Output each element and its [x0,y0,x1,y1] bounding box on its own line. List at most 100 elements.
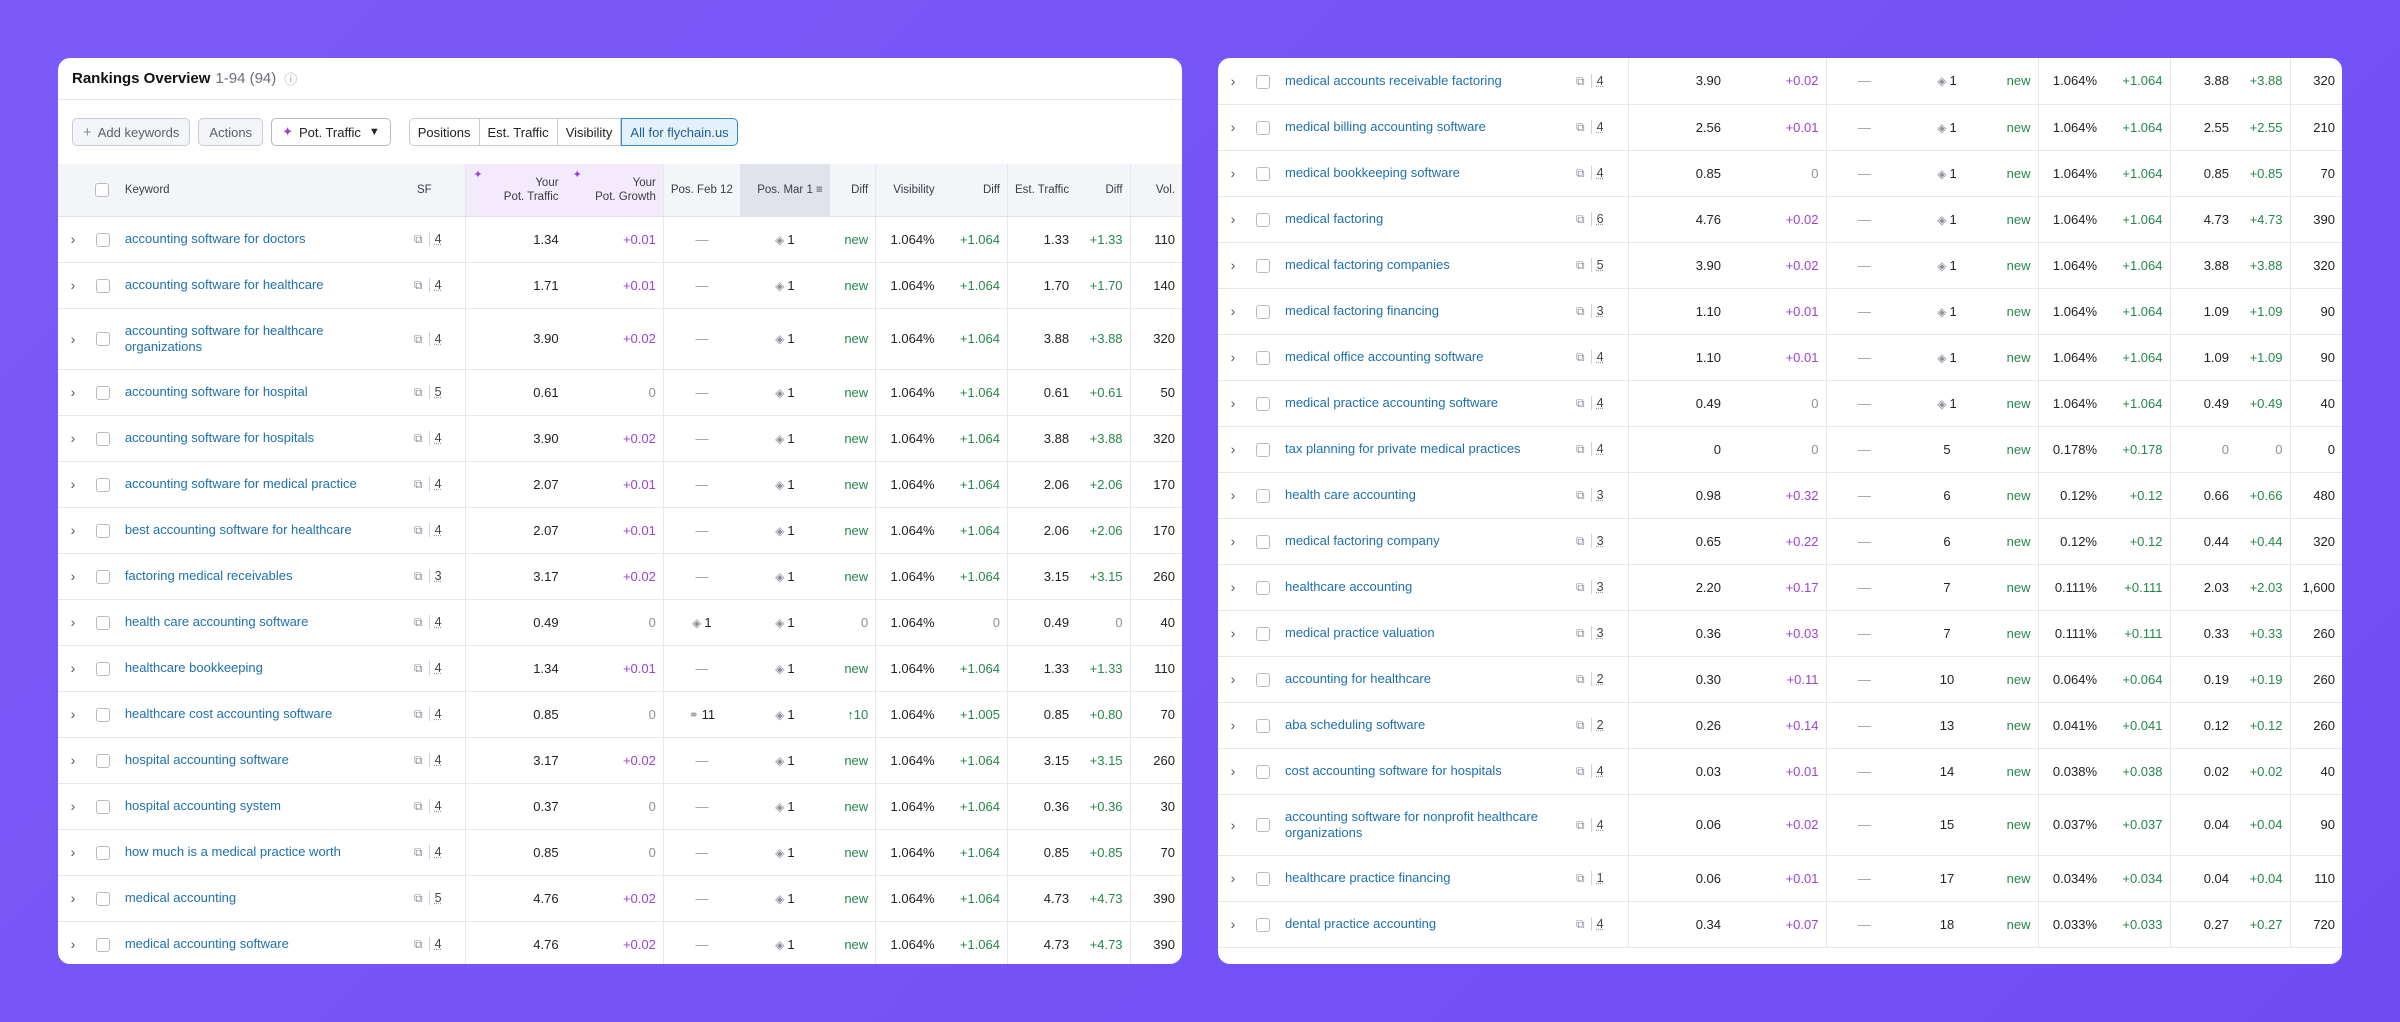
keyword-link[interactable]: accounting software for hospital [124,384,308,399]
keyword-cell[interactable]: accounting software for doctors [117,216,410,263]
row-select-cell[interactable] [87,216,118,263]
expand-row-icon[interactable]: › [58,921,88,964]
row-select-cell[interactable] [1248,656,1278,703]
keyword-cell[interactable]: medical factoring company [1278,518,1572,565]
serp-features-icon[interactable]: ⧉ [414,477,423,491]
keyword-cell[interactable]: healthcare accounting [1278,564,1572,611]
sf-count[interactable]: 4 [428,845,442,859]
table-row[interactable]: › medical accounts receivable factoring ⧉ 4… [1218,58,2342,105]
select-all-checkbox[interactable] [94,182,109,197]
table-row[interactable]: › medical practice valuation ⧉ 3 0.36 +0.03—7… [1218,610,2342,657]
row-select-cell[interactable] [87,507,118,554]
sf-count[interactable]: 4 [428,331,442,346]
table-row[interactable]: › factoring medical receivables ⧉ 3 3.17 +0.0… [58,553,1182,600]
sf-count[interactable]: 5 [428,891,442,905]
row-checkbox[interactable] [1256,488,1270,503]
row-checkbox[interactable] [95,332,110,347]
table-row[interactable]: › health care accounting software ⧉ 4 0.49 0 ◈… [58,599,1182,646]
keyword-link[interactable]: medical bookkeeping software [1285,165,1460,180]
sf-count[interactable]: 4 [1590,917,1604,931]
sf-cell[interactable]: ⧉ 4 [410,921,467,964]
serp-features-icon[interactable]: ⧉ [1576,350,1585,364]
keyword-cell[interactable]: medical practice accounting software [1278,380,1572,427]
keyword-link[interactable]: health care accounting [1285,487,1416,502]
sf-cell[interactable]: ⧉ 4 [1572,150,1629,197]
keyword-link[interactable]: cost accounting software for hospitals [1285,763,1502,778]
row-checkbox[interactable] [95,615,110,630]
sf-cell[interactable]: ⧉ 4 [410,216,467,263]
expand-row-icon[interactable]: › [58,829,88,876]
keyword-link[interactable]: medical factoring company [1285,533,1440,548]
table-row[interactable]: › hospital accounting system ⧉ 4 0.37 0— ◈ 1 new… [58,783,1182,830]
keyword-cell[interactable]: medical factoring financing [1278,288,1572,335]
row-select-cell[interactable] [1248,518,1278,565]
row-select-cell[interactable] [87,369,118,416]
row-checkbox[interactable] [1256,350,1270,365]
row-checkbox[interactable] [1256,871,1270,886]
row-checkbox[interactable] [95,385,110,400]
row-checkbox[interactable] [1256,626,1270,641]
table-row[interactable]: › tax planning for private medical practi… [1218,426,2342,473]
row-select-cell[interactable] [1248,334,1278,381]
sf-cell[interactable]: ⧉ 3 [1572,610,1629,657]
table-row[interactable]: › accounting software for hospitals ⧉ 4 3.90… [58,415,1182,462]
sf-cell[interactable]: ⧉ 3 [1572,288,1629,335]
segment-visibility[interactable]: Visibility [557,118,622,146]
row-select-cell[interactable] [87,921,118,964]
keyword-link[interactable]: tax planning for private medical practic… [1285,441,1521,456]
segment-est-traffic[interactable]: Est. Traffic [479,118,558,146]
keyword-cell[interactable]: medical practice valuation [1278,610,1572,657]
keyword-cell[interactable]: medical billing accounting software [1278,104,1572,151]
row-checkbox[interactable] [95,232,110,247]
sf-cell[interactable]: ⧉ 4 [410,507,467,554]
row-select-cell[interactable] [87,461,118,508]
sf-count[interactable]: 4 [428,661,442,675]
row-select-cell[interactable] [87,308,118,370]
expand-row-icon[interactable]: › [58,461,88,508]
row-select-cell[interactable] [87,415,118,462]
sf-count[interactable]: 4 [1590,396,1604,410]
keyword-cell[interactable]: how much is a medical practice worth [117,829,410,876]
serp-features-icon[interactable]: ⧉ [1576,764,1585,778]
serp-features-icon[interactable]: ⧉ [414,385,423,399]
sf-count[interactable]: 4 [428,477,442,491]
table-row[interactable]: › how much is a medical practice worth ⧉ 4 0… [58,829,1182,876]
sf-cell[interactable]: ⧉ 4 [410,262,467,309]
keyword-link[interactable]: accounting for healthcare [1285,671,1431,686]
serp-features-icon[interactable]: ⧉ [414,845,423,859]
sf-count[interactable]: 4 [1590,817,1604,832]
expand-row-icon[interactable]: › [58,691,88,738]
row-select-cell[interactable] [87,783,118,830]
expand-row-icon[interactable]: › [1218,196,1248,243]
serp-features-icon[interactable]: ⧉ [1576,817,1585,832]
row-checkbox[interactable] [1256,212,1270,227]
row-select-cell[interactable] [87,599,118,646]
expand-row-icon[interactable]: › [1218,656,1248,703]
table-row[interactable]: › medical accounting software ⧉ 4 4.76 +0.02—… [58,921,1182,964]
expand-row-icon[interactable]: › [1218,150,1248,197]
expand-row-icon[interactable]: › [1218,610,1248,657]
keyword-link[interactable]: medical practice accounting software [1285,395,1499,410]
expand-row-icon[interactable]: › [1218,794,1248,856]
serp-features-icon[interactable]: ⧉ [1576,871,1585,885]
row-checkbox[interactable] [1256,534,1270,549]
keyword-link[interactable]: medical accounting software [124,936,289,951]
row-checkbox[interactable] [95,891,110,906]
expand-row-icon[interactable]: › [58,737,88,784]
keyword-cell[interactable]: aba scheduling software [1278,702,1572,749]
col-volume[interactable]: Vol. [1130,164,1182,217]
sf-count[interactable]: 3 [1590,488,1604,502]
row-checkbox[interactable] [1256,120,1270,135]
row-select-cell[interactable] [1248,472,1278,519]
sf-count[interactable]: 2 [1590,718,1604,732]
sf-count[interactable]: 4 [428,615,442,629]
keyword-link[interactable]: healthcare accounting [1285,579,1413,594]
expand-row-icon[interactable]: › [58,216,88,263]
expand-row-icon[interactable]: › [1218,380,1248,427]
sf-count[interactable]: 4 [428,431,442,445]
info-icon[interactable]: ⓘ [284,72,298,87]
expand-row-icon[interactable]: › [58,599,88,646]
expand-row-icon[interactable]: › [1218,518,1248,565]
serp-features-icon[interactable]: ⧉ [1576,120,1585,134]
keyword-link[interactable]: medical factoring companies [1285,257,1450,272]
